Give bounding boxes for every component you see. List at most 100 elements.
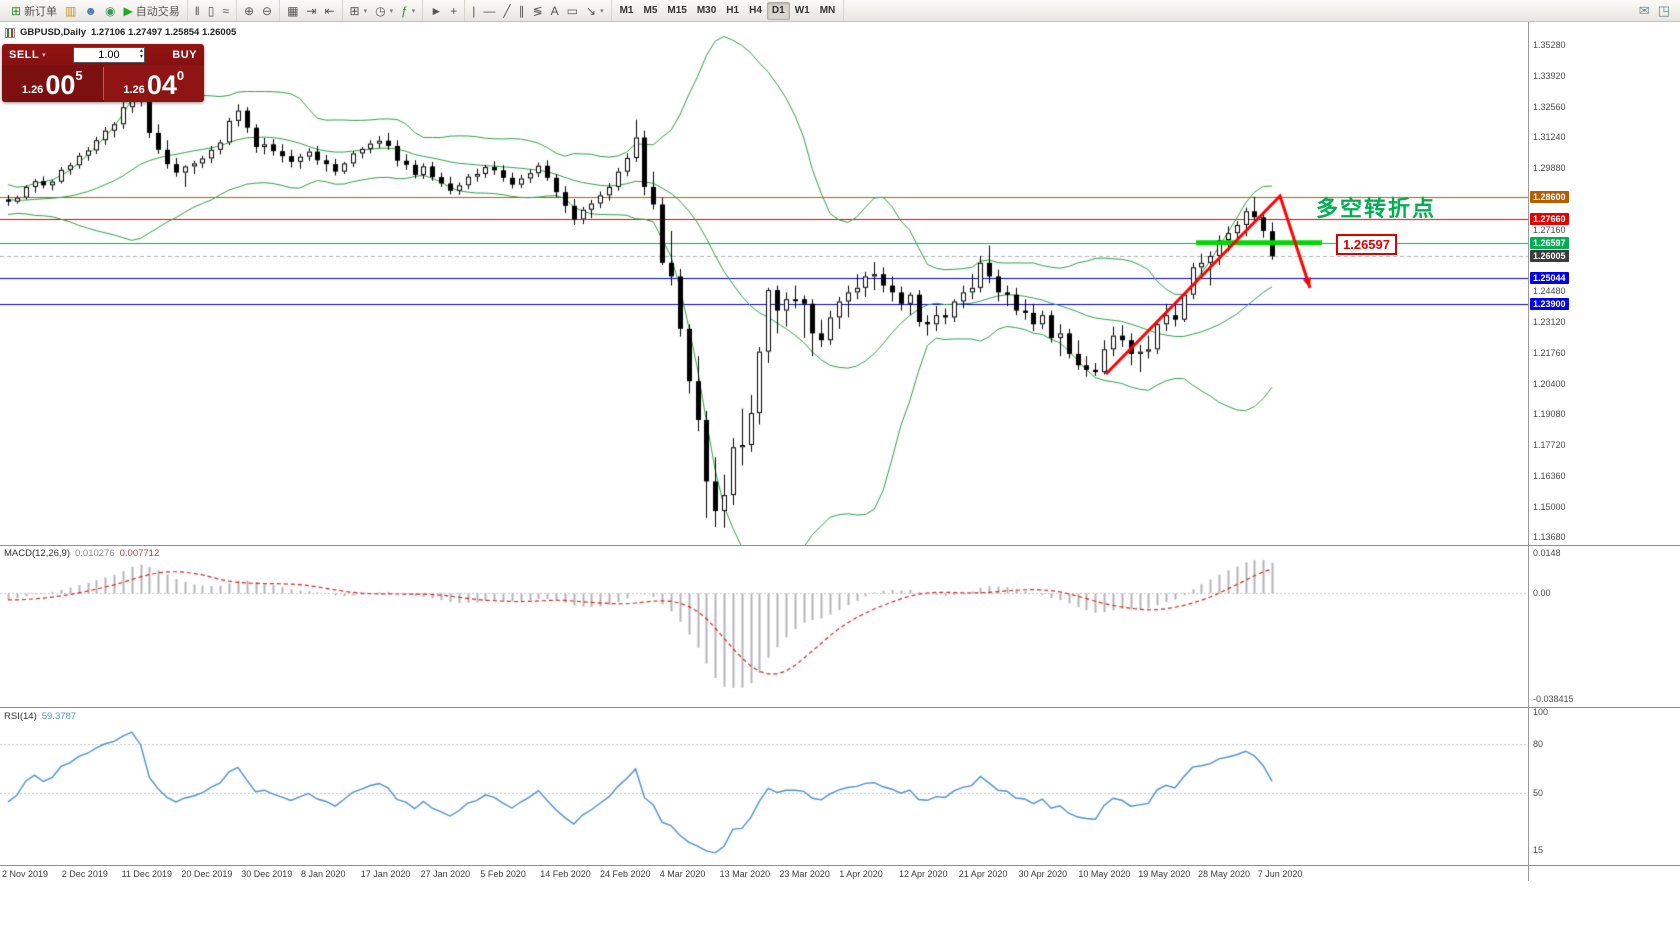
timeframe-w1-label: W1 bbox=[794, 5, 810, 16]
date-axis-label: 5 Feb 2020 bbox=[480, 869, 526, 879]
macd-canvas[interactable] bbox=[0, 546, 1528, 706]
rsi-axis-label: 15 bbox=[1533, 844, 1544, 855]
text-button[interactable]: A bbox=[547, 2, 563, 20]
macd-signal-value: 0.007712 bbox=[119, 548, 160, 559]
timeframe-m30[interactable]: M30 bbox=[692, 2, 721, 20]
trade-panel-price-row: 1.26 00 5 1.26 04 0 bbox=[2, 65, 204, 102]
timeframe-h1[interactable]: H1 bbox=[721, 2, 744, 20]
chart-profile-button-icon: ▥ bbox=[65, 3, 77, 18]
candlestick-chart-button-icon: ▯ bbox=[207, 3, 215, 18]
profiles-button-icon: ◷ bbox=[375, 3, 386, 18]
candlestick-chart-button[interactable]: ▯ bbox=[204, 2, 219, 20]
new-chart-button-caret-icon[interactable]: ▾ bbox=[363, 7, 368, 15]
arrows-button-caret-icon[interactable]: ▾ bbox=[600, 7, 604, 15]
date-axis-label: 10 May 2020 bbox=[1078, 869, 1131, 879]
price-axis-label: 1.24480 bbox=[1533, 286, 1566, 297]
horizontal-line-button[interactable]: ― bbox=[479, 2, 499, 20]
price-axis-badge: 1.25044 bbox=[1530, 272, 1569, 285]
arrows-button-icon: ↘ bbox=[586, 3, 597, 18]
timeframe-m1-label: M1 bbox=[619, 5, 634, 16]
horizontal-line-button-icon: ― bbox=[483, 3, 496, 18]
price-axis-label: 1.20400 bbox=[1533, 378, 1566, 389]
cursor-button[interactable]: ► bbox=[426, 2, 446, 20]
vertical-line-button[interactable]: | bbox=[468, 2, 479, 20]
toolbar-groups: ⊞ 新订单 ▥ ☻ ◉ ▶ 自动交易 ‖ ▯ ≈ ⊕ ⊖ ▦ ⇥ ⇤ ⊞ ▾ ◷ ▾ ƒ ▾ ► + | ― ╱ ∥ ≶ A ▭ ↘ ▾ M1 M… bbox=[4, 0, 845, 21]
line-chart-button[interactable]: ≈ bbox=[218, 2, 233, 20]
sell-label[interactable]: SELL bbox=[9, 48, 40, 61]
market-watch-button[interactable]: ☻ bbox=[80, 2, 101, 20]
date-axis-label: 1 Apr 2020 bbox=[839, 869, 883, 879]
symbol-label: GBPUSD,Daily bbox=[20, 27, 86, 38]
spinner-up-icon[interactable]: ▴ bbox=[139, 48, 143, 55]
navigator-button-icon: ◉ bbox=[105, 3, 116, 18]
text-label-button[interactable]: ▭ bbox=[563, 2, 582, 20]
sell-button[interactable]: 1.26 00 5 bbox=[2, 65, 103, 102]
toolbar-group-zoom: ⊕ ⊖ bbox=[237, 0, 281, 21]
autotrading-button[interactable]: ▶ 自动交易 bbox=[120, 2, 184, 20]
zoom-out-button[interactable]: ⊖ bbox=[258, 2, 276, 20]
macd-axis-label: 0.0148 bbox=[1533, 547, 1561, 558]
buy-label[interactable]: BUY bbox=[172, 48, 197, 61]
turning-point-annotation[interactable]: 多空转折点 bbox=[1316, 196, 1437, 221]
rsi-panel-separator[interactable] bbox=[0, 707, 1680, 708]
price-axis-badge: 1.28600 bbox=[1530, 191, 1569, 204]
price-axis-border bbox=[1528, 22, 1529, 881]
timeframe-mn[interactable]: MN bbox=[815, 2, 841, 20]
timeframe-m5[interactable]: M5 bbox=[638, 2, 662, 20]
date-axis-label: 7 Jun 2020 bbox=[1257, 869, 1303, 879]
toolbar-group-timeframes: M1 M5 M15 M30 H1 H4 D1 W1 MN bbox=[612, 0, 845, 21]
date-axis-label: 12 Apr 2020 bbox=[899, 869, 948, 879]
indicators-button-caret-icon[interactable]: ▾ bbox=[411, 7, 416, 15]
spinner-down-icon[interactable]: ▾ bbox=[139, 53, 143, 60]
channel-button[interactable]: ∥ bbox=[515, 2, 529, 20]
fibonacci-button[interactable]: ≶ bbox=[529, 2, 547, 20]
layout-icon[interactable]: ◳ bbox=[1657, 2, 1670, 18]
level-price-label[interactable]: 1.26597 bbox=[1336, 234, 1397, 255]
price-chart-canvas[interactable] bbox=[0, 22, 1528, 545]
toolbar: ⊞ 新订单 ▥ ☻ ◉ ▶ 自动交易 ‖ ▯ ≈ ⊕ ⊖ ▦ ⇥ ⇤ ⊞ ▾ ◷ ▾ ƒ ▾ ► + | ― ╱ ∥ ≶ A ▭ ↘ ▾ M1 M… bbox=[0, 0, 1680, 22]
buy-price-point: 0 bbox=[176, 68, 185, 83]
sell-caret-icon[interactable]: ▾ bbox=[42, 51, 46, 59]
auto-scroll-button[interactable]: ⇥ bbox=[302, 2, 320, 20]
toolbar-group-draw: | ― ╱ ∥ ≶ A ▭ ↘ ▾ bbox=[465, 0, 612, 21]
macd-name: MACD(12,26,9) bbox=[4, 548, 70, 559]
chart-shift-button[interactable]: ⇤ bbox=[320, 2, 338, 20]
arrows-button[interactable]: ↘ ▾ bbox=[582, 2, 608, 20]
price-axis-label: 1.23120 bbox=[1533, 316, 1566, 327]
new-chart-button[interactable]: ⊞ ▾ bbox=[346, 2, 372, 20]
toolbar-group-chart-type: ‖ ▯ ≈ bbox=[188, 0, 237, 21]
chat-icon[interactable]: ✉ bbox=[1638, 2, 1650, 18]
date-axis-label: 4 Mar 2020 bbox=[659, 869, 706, 879]
price-axis-label: 1.27160 bbox=[1533, 224, 1566, 235]
trendline-button[interactable]: ╱ bbox=[499, 2, 514, 20]
navigator-button[interactable]: ◉ bbox=[101, 2, 119, 20]
timeframe-m15[interactable]: M15 bbox=[662, 2, 691, 20]
macd-panel-separator[interactable] bbox=[0, 545, 1680, 546]
timeframe-m1[interactable]: M1 bbox=[615, 2, 639, 20]
timeframe-w1[interactable]: W1 bbox=[790, 2, 815, 20]
sell-price-pips: 00 bbox=[45, 70, 76, 100]
timeframe-d1[interactable]: D1 bbox=[766, 1, 790, 20]
crosshair-button[interactable]: + bbox=[446, 2, 461, 20]
sell-price-point: 5 bbox=[75, 68, 83, 83]
volume-spinner[interactable]: ▴ ▾ bbox=[140, 48, 143, 62]
profiles-button-caret-icon[interactable]: ▾ bbox=[389, 7, 394, 15]
date-axis[interactable]: 2 Nov 2019 2 Dec 2019 11 Dec 2019 20 Dec 20… bbox=[0, 865, 1680, 885]
timeframe-h4[interactable]: H4 bbox=[744, 2, 767, 20]
chart-profile-button[interactable]: ▥ bbox=[61, 2, 80, 20]
price-axis-label: 1.16360 bbox=[1533, 470, 1566, 481]
zoom-in-button[interactable]: ⊕ bbox=[240, 2, 258, 20]
rsi-label: RSI(14) 59.3787 bbox=[4, 711, 76, 722]
market-watch-button-icon: ☻ bbox=[84, 3, 98, 18]
tile-windows-button[interactable]: ▦ bbox=[283, 2, 302, 20]
indicators-button[interactable]: ƒ ▾ bbox=[397, 2, 419, 20]
volume-input[interactable]: 1.00 ▴ ▾ bbox=[72, 46, 145, 63]
chart-icon bbox=[5, 27, 15, 38]
rsi-canvas[interactable] bbox=[0, 708, 1528, 864]
new-order-button[interactable]: ⊞ 新订单 bbox=[7, 2, 61, 20]
profiles-button[interactable]: ◷ ▾ bbox=[371, 2, 397, 20]
buy-button[interactable]: 1.26 04 0 bbox=[103, 65, 204, 102]
bar-chart-button-icon: ‖ bbox=[194, 3, 200, 18]
bar-chart-button[interactable]: ‖ bbox=[191, 2, 204, 20]
cursor-button-icon: ► bbox=[430, 3, 443, 18]
